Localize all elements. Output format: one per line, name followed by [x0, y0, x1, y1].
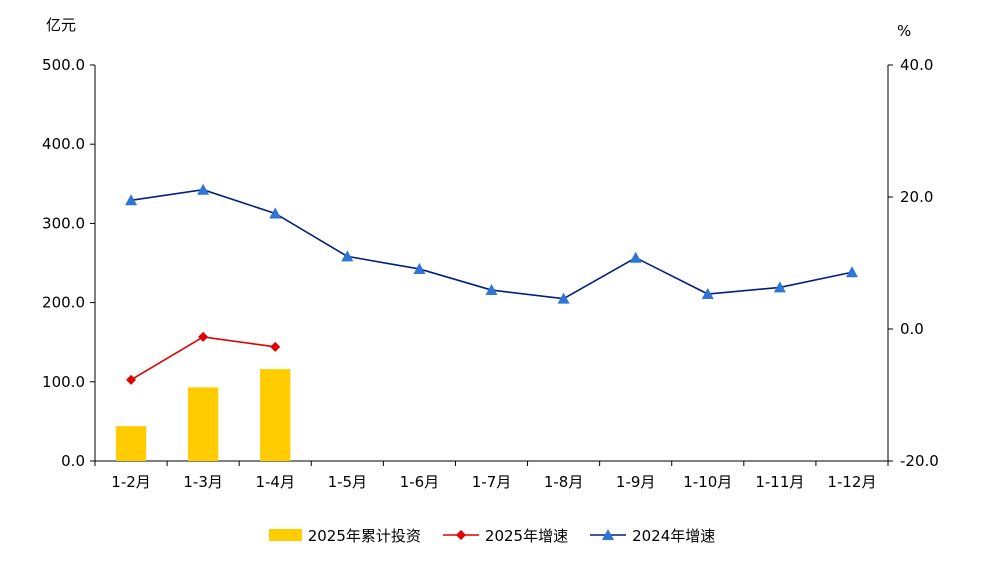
right-tick-label: 40.0 — [900, 56, 933, 74]
combo-chart: 0.0 100.0 200.0 300.0 400.0 500.0 -20.0 0.0 20.0… — [42, 56, 939, 491]
triangle-marker — [341, 250, 354, 262]
triangle-marker — [413, 262, 426, 274]
left-axis-unit: 亿元 — [46, 16, 77, 34]
legend: 2025年累计投资 2025年增速 2024年增速 — [0, 520, 984, 550]
bar — [260, 369, 291, 461]
x-tick-label: 1-11月 — [755, 473, 804, 491]
triangle-marker — [845, 266, 858, 278]
left-tick-label: 100.0 — [42, 373, 85, 391]
triangle-marker — [485, 284, 498, 296]
diamond-marker — [198, 331, 209, 342]
right-tick-label: 20.0 — [900, 188, 933, 206]
legend-swatch-bar — [268, 529, 302, 541]
triangle-marker — [197, 183, 210, 195]
triangle-marker — [269, 207, 282, 219]
x-tick-label: 1-9月 — [616, 473, 656, 491]
series-line — [130, 336, 276, 381]
x-tick-label: 1-10月 — [683, 473, 732, 491]
diamond-marker — [126, 374, 137, 385]
x-tick-label: 1-8月 — [544, 473, 584, 491]
x-tick-label: 1-5月 — [328, 473, 368, 491]
series-line — [130, 188, 853, 300]
bar — [187, 387, 219, 461]
triangle-marker — [629, 251, 642, 263]
x-tick-label: 1-7月 — [472, 473, 512, 491]
legend-swatch-2025 — [442, 530, 479, 540]
triangle-marker — [701, 288, 714, 300]
left-tick-label: 0.0 — [61, 452, 85, 470]
right-tick-label: 0.0 — [900, 320, 924, 338]
triangle-marker — [125, 194, 138, 206]
legend-label-2025: 2025年增速 — [484, 526, 569, 545]
triangle-marker — [557, 292, 570, 304]
legend-item-2025: 2025年增速 — [442, 525, 569, 546]
legend-label-bar: 2025年累计投资 — [307, 526, 421, 545]
x-tick-label: 1-12月 — [827, 473, 876, 491]
diamond-marker — [270, 341, 281, 352]
right-axis-unit: % — [897, 22, 912, 40]
left-tick-label: 500.0 — [42, 56, 85, 74]
left-tick-label: 200.0 — [42, 294, 85, 312]
left-tick-label: 300.0 — [42, 214, 85, 232]
legend-label-2024: 2024年增速 — [632, 526, 716, 545]
x-tick-label: 1-3月 — [183, 473, 223, 491]
x-tick-label: 1-6月 — [400, 473, 440, 491]
x-tick-label: 1-2月 — [111, 473, 151, 491]
legend-item-bar: 2025年累计投资 — [268, 525, 421, 546]
left-tick-label: 400.0 — [42, 135, 85, 153]
legend-swatch-2024 — [590, 529, 627, 540]
triangle-marker — [773, 281, 786, 293]
bar — [115, 426, 147, 461]
right-tick-label: -20.0 — [900, 452, 939, 470]
x-tick-label: 1-4月 — [255, 473, 295, 491]
legend-item-2024: 2024年增速 — [590, 525, 715, 546]
